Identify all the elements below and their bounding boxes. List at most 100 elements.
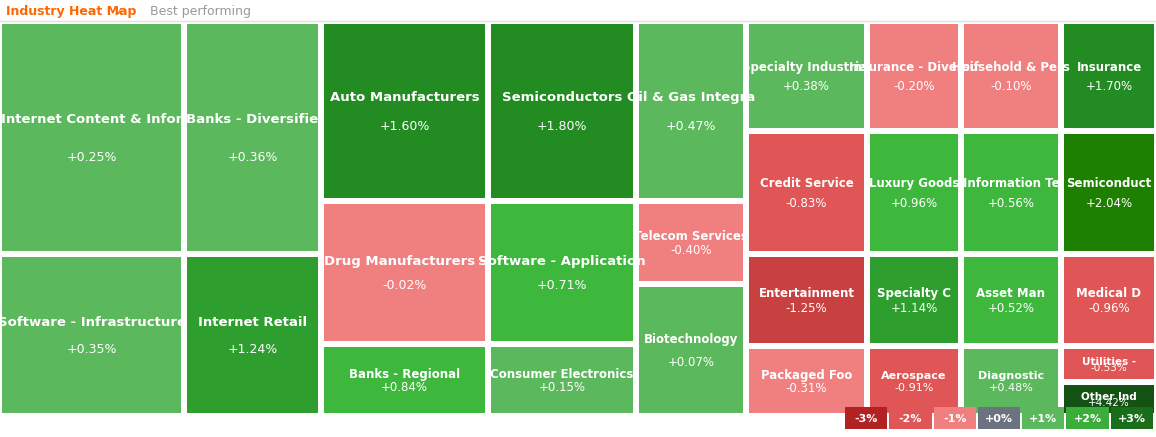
Bar xyxy=(1022,407,1065,429)
Text: -0.31%: -0.31% xyxy=(786,382,828,395)
Text: -0.83%: -0.83% xyxy=(786,198,828,210)
Text: Oil & Gas Integra: Oil & Gas Integra xyxy=(627,90,755,104)
Text: +0.48%: +0.48% xyxy=(988,383,1033,393)
Text: Drug Manufacturers -: Drug Manufacturers - xyxy=(324,255,486,268)
Text: Information Te: Information Te xyxy=(963,177,1059,190)
Text: Software - Infrastructure: Software - Infrastructure xyxy=(0,316,185,329)
Text: +1.70%: +1.70% xyxy=(1085,80,1133,93)
Text: +0.38%: +0.38% xyxy=(783,80,830,93)
Bar xyxy=(187,257,318,413)
Text: Best performing: Best performing xyxy=(150,4,251,17)
Text: +1.14%: +1.14% xyxy=(890,302,938,316)
Text: +0.25%: +0.25% xyxy=(66,151,117,164)
Bar xyxy=(491,24,633,198)
Text: Telecom Services: Telecom Services xyxy=(633,230,748,243)
Text: Internet Retail: Internet Retail xyxy=(198,316,307,329)
Text: +0.56%: +0.56% xyxy=(987,198,1035,210)
Text: -0.91%: -0.91% xyxy=(895,383,934,393)
Bar xyxy=(1067,407,1109,429)
Bar xyxy=(1111,407,1153,429)
Text: ∨: ∨ xyxy=(114,6,123,16)
Text: +0.36%: +0.36% xyxy=(228,151,277,164)
Text: Insurance: Insurance xyxy=(1076,61,1142,74)
Text: -0.96%: -0.96% xyxy=(1088,302,1129,316)
Bar xyxy=(749,134,864,251)
Bar xyxy=(978,407,1020,429)
Text: -2%: -2% xyxy=(898,414,922,424)
Text: Semiconductors: Semiconductors xyxy=(502,90,622,104)
Bar xyxy=(964,134,1058,251)
Text: Specialty Industrial: Specialty Industrial xyxy=(742,61,872,74)
Bar xyxy=(870,134,958,251)
Bar xyxy=(845,407,888,429)
Bar xyxy=(1064,24,1154,128)
Text: +1.80%: +1.80% xyxy=(536,121,587,133)
Text: Entertainment: Entertainment xyxy=(758,287,854,300)
Text: +0.07%: +0.07% xyxy=(667,356,714,368)
Bar xyxy=(2,24,181,251)
Text: +1%: +1% xyxy=(1029,414,1058,424)
Bar xyxy=(2,257,181,413)
Bar xyxy=(324,347,486,413)
Bar xyxy=(870,349,958,413)
Bar xyxy=(870,257,958,343)
Text: Insurance - Diversif: Insurance - Diversif xyxy=(849,61,979,74)
Text: -3%: -3% xyxy=(854,414,877,424)
Bar xyxy=(749,24,864,128)
Bar xyxy=(639,204,743,281)
Text: -0.02%: -0.02% xyxy=(383,279,427,292)
Bar xyxy=(749,349,864,413)
Text: +0.52%: +0.52% xyxy=(987,302,1035,316)
Bar xyxy=(491,347,633,413)
Text: Biotechnology: Biotechnology xyxy=(644,333,739,347)
Bar xyxy=(1064,349,1154,379)
Text: +1.24%: +1.24% xyxy=(228,343,277,356)
Text: +0.84%: +0.84% xyxy=(381,381,428,394)
Bar xyxy=(964,257,1058,343)
Text: +0.15%: +0.15% xyxy=(539,381,585,394)
Text: Consumer Electronics: Consumer Electronics xyxy=(490,368,633,381)
Text: +0%: +0% xyxy=(985,414,1013,424)
Bar xyxy=(749,257,864,343)
Text: +1.60%: +1.60% xyxy=(379,121,430,133)
Text: +2.04%: +2.04% xyxy=(1085,198,1133,210)
Text: Credit Service: Credit Service xyxy=(759,177,853,190)
Text: -0.40%: -0.40% xyxy=(670,244,712,257)
Text: Household & Pers: Household & Pers xyxy=(953,61,1070,74)
Bar xyxy=(187,24,318,251)
Text: Luxury Goods: Luxury Goods xyxy=(869,177,959,190)
Bar xyxy=(491,204,633,341)
Text: Medical D: Medical D xyxy=(1076,287,1141,300)
Text: +0.96%: +0.96% xyxy=(890,198,938,210)
Bar xyxy=(889,407,932,429)
Bar xyxy=(1064,385,1154,413)
Text: Asset Man: Asset Man xyxy=(977,287,1045,300)
Bar xyxy=(964,24,1058,128)
Text: Utilities -: Utilities - xyxy=(1082,357,1136,367)
Bar xyxy=(639,287,743,413)
Text: +4.42%: +4.42% xyxy=(1088,398,1129,408)
Text: +0.71%: +0.71% xyxy=(536,279,587,292)
Bar xyxy=(870,24,958,128)
Text: Auto Manufacturers: Auto Manufacturers xyxy=(329,90,480,104)
Text: +0.47%: +0.47% xyxy=(666,121,717,133)
Text: -0.53%: -0.53% xyxy=(1090,364,1127,373)
Text: -0.20%: -0.20% xyxy=(894,80,935,93)
Text: Diagnostic: Diagnostic xyxy=(978,371,1044,381)
Text: Internet Content & Infor: Internet Content & Infor xyxy=(1,113,183,126)
Text: Industry Heat Map: Industry Heat Map xyxy=(6,4,136,17)
Bar xyxy=(964,349,1058,413)
Bar xyxy=(324,24,486,198)
Text: Other Ind: Other Ind xyxy=(1081,392,1136,402)
Text: +3%: +3% xyxy=(1118,414,1146,424)
Bar xyxy=(324,204,486,341)
Text: Software - Application: Software - Application xyxy=(479,255,646,268)
Bar xyxy=(934,407,976,429)
Text: Packaged Foo: Packaged Foo xyxy=(761,369,852,382)
Text: Banks - Regional: Banks - Regional xyxy=(349,368,460,381)
Text: Aerospace: Aerospace xyxy=(881,371,947,381)
Bar xyxy=(1064,257,1154,343)
Text: -0.10%: -0.10% xyxy=(991,80,1032,93)
Text: +2%: +2% xyxy=(1074,414,1102,424)
Text: Banks - Diversifie: Banks - Diversifie xyxy=(186,113,319,126)
